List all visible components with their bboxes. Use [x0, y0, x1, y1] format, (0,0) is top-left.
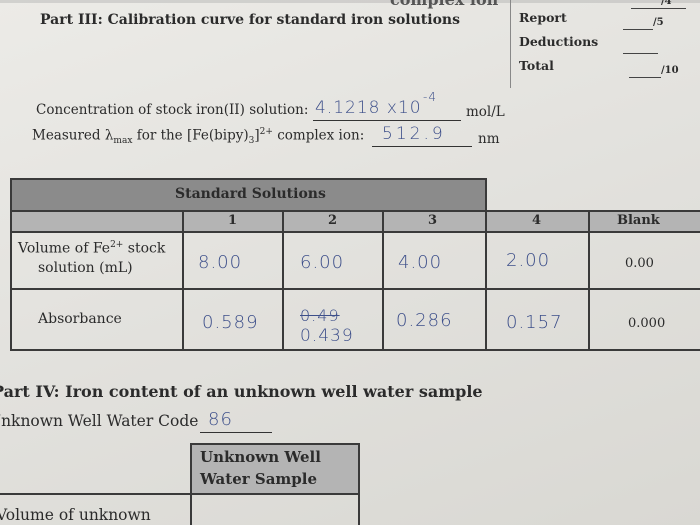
total-score: /10	[661, 65, 679, 76]
volume-cell-blank: 0.00	[625, 256, 654, 271]
absorbance-cell-2[interactable]: 0.439	[300, 326, 354, 346]
column-header-bg	[10, 210, 700, 231]
report-score-box: /4 Report /5 Deductions Total /10	[510, 0, 700, 88]
total-score-line	[629, 77, 661, 78]
standard-solutions-header: Standard Solutions	[175, 186, 326, 202]
part4-title: Part IV: Iron content of an unknown well…	[0, 382, 483, 401]
corner-score-line	[631, 8, 686, 9]
absorbance-cell-4[interactable]: 0.157	[506, 312, 563, 333]
unknown-header-line1: Unknown Well	[200, 448, 321, 466]
unknown-code-field[interactable]: 86	[200, 409, 272, 433]
concentration-exponent: -4	[423, 90, 437, 104]
concentration-field[interactable]: 4.1218 x10 -4	[313, 90, 461, 121]
volume-cell-2[interactable]: 6.00	[300, 252, 345, 273]
unknown-header-bg	[190, 443, 360, 493]
cut-off-heading: complex ion	[390, 0, 498, 9]
col-header-1: 1	[228, 213, 238, 228]
absorbance-cell-2-crossed: 0.49	[300, 306, 340, 325]
total-label: Total	[519, 58, 554, 73]
col-header-2: 2	[328, 213, 338, 228]
table-group-header-bg	[10, 178, 485, 210]
report-score: /5	[653, 17, 664, 28]
col-header-3: 3	[428, 213, 438, 228]
absorbance-cell-3[interactable]: 0.286	[396, 310, 453, 331]
standard-solutions-table: Standard Solutions 1 2 3 4 Blank Volume …	[10, 178, 700, 351]
absorbance-cell-1[interactable]: 0.589	[202, 312, 259, 333]
volume-row-label-line2: solution (mL)	[38, 260, 133, 276]
report-label: Report	[519, 10, 567, 25]
deductions-score-line	[623, 53, 658, 54]
absorbance-row-label: Absorbance	[38, 311, 122, 327]
volume-cell-3[interactable]: 4.00	[398, 252, 443, 273]
volume-cell-1[interactable]: 8.00	[198, 252, 243, 273]
unknown-code-label: Unknown Well Water Code	[0, 412, 199, 430]
unknown-code-value: 86	[208, 409, 233, 430]
volume-row-label: Volume of Fe2+ stock	[18, 240, 166, 257]
corner-score: /4	[661, 0, 672, 7]
concentration-label: Concentration of stock iron(II) solution…	[36, 102, 309, 118]
report-score-line	[623, 29, 653, 30]
col-header-4: 4	[532, 213, 542, 228]
volume-cell-4[interactable]: 2.00	[506, 250, 551, 271]
concentration-unit: mol/L	[466, 104, 505, 120]
deductions-label: Deductions	[519, 34, 599, 49]
page-top-shadow	[0, 0, 700, 3]
lambda-value: 512.9	[382, 124, 446, 144]
lambda-unit: nm	[478, 131, 500, 147]
concentration-value: 4.1218 x10	[315, 98, 422, 118]
part3-title: Part III: Calibration curve for standard…	[40, 12, 460, 28]
lambda-field[interactable]: 512.9	[372, 124, 472, 147]
unknown-sample-table: Unknown Well Water Sample	[190, 443, 360, 525]
col-header-blank: Blank	[617, 213, 660, 228]
volume-unknown-label: Volume of unknown	[0, 506, 151, 524]
lambda-label: Measured λmax for the [Fe(bipy)3]2+ comp…	[32, 127, 365, 147]
absorbance-cell-blank: 0.000	[628, 316, 666, 331]
unknown-header-line2: Water Sample	[200, 470, 318, 488]
